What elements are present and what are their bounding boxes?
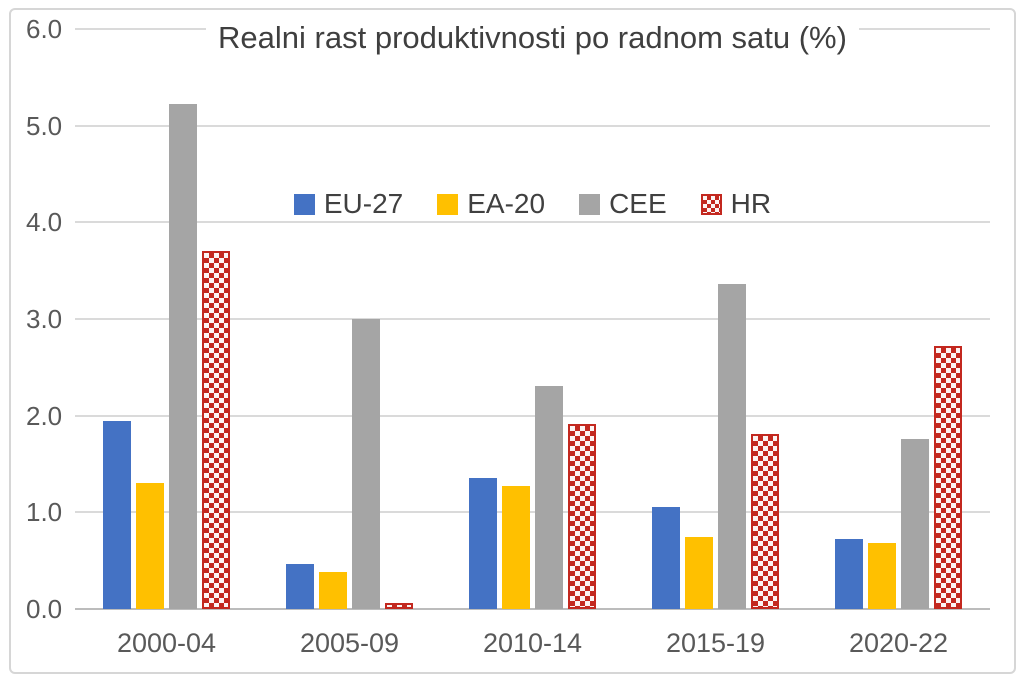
legend-swatch-cee xyxy=(579,193,601,215)
bar-hr-2000-04 xyxy=(202,251,230,609)
bar-ea-20-2015-19 xyxy=(685,537,713,609)
gridline xyxy=(75,124,990,127)
x-tick-label: 2005-09 xyxy=(299,628,400,658)
gridline xyxy=(75,511,990,514)
legend-label: EU-27 xyxy=(323,188,404,219)
legend-label: CEE xyxy=(609,188,667,219)
chart-title: Realni rast produktivnosti po radnom sat… xyxy=(75,20,990,56)
gridline xyxy=(75,221,990,224)
y-tick-label: 2.0 xyxy=(26,400,63,431)
legend-swatch-hr xyxy=(700,193,722,215)
y-tick-label: 3.0 xyxy=(26,304,63,334)
gridline xyxy=(75,414,990,417)
bar-cee-2020-22 xyxy=(901,438,929,609)
bar-cee-2005-09 xyxy=(352,319,380,609)
legend-swatch-ea-20 xyxy=(437,193,459,215)
bar-cee-2015-19 xyxy=(718,284,746,609)
bar-ea-20-2010-14 xyxy=(502,486,530,609)
bar-ea-20-2005-09 xyxy=(319,572,347,609)
bar-hr-2015-19 xyxy=(751,434,779,609)
x-tick-label: 2010-14 xyxy=(482,628,583,658)
bar-hr-2020-22 xyxy=(934,346,962,609)
legend-item-hr: HR xyxy=(700,188,772,220)
y-tick-label: 4.0 xyxy=(26,207,63,238)
chart-title-text: Realni rast produktivnosti po radnom sat… xyxy=(206,20,859,55)
x-tick-label: 2000-04 xyxy=(116,628,217,658)
y-tick-label: 1.0 xyxy=(26,497,63,528)
bar-cee-2000-04 xyxy=(169,104,197,609)
bar-eu-27-2015-19 xyxy=(652,506,680,609)
y-tick-label: 6.0 xyxy=(26,14,63,44)
gridline xyxy=(75,318,990,320)
legend-item-eu-27: EU-27 xyxy=(293,188,404,220)
bar-eu-27-2000-04 xyxy=(103,420,131,609)
legend-swatch-eu-27 xyxy=(293,193,315,215)
x-tick-label: 2020-22 xyxy=(848,628,949,658)
bar-cee-2010-14 xyxy=(535,385,563,609)
y-tick-label: 0.0 xyxy=(26,594,63,624)
legend-label: EA-20 xyxy=(467,188,546,219)
legend-label: HR xyxy=(730,188,772,219)
bar-hr-2010-14 xyxy=(568,424,596,609)
legend: EU-27 EA-20 CEE HR xyxy=(75,185,990,223)
bar-ea-20-2020-22 xyxy=(868,543,896,609)
y-tick-label: 5.0 xyxy=(26,110,63,141)
bar-hr-2005-09 xyxy=(385,603,413,609)
bar-eu-27-2005-09 xyxy=(286,563,314,609)
bar-eu-27-2010-14 xyxy=(469,477,497,609)
x-axis-line xyxy=(75,608,990,610)
legend-item-ea-20: EA-20 xyxy=(437,188,545,220)
bar-eu-27-2020-22 xyxy=(835,539,863,609)
bar-ea-20-2000-04 xyxy=(136,483,164,609)
legend-item-cee: CEE xyxy=(579,188,667,220)
x-tick-label: 2015-19 xyxy=(665,628,766,658)
